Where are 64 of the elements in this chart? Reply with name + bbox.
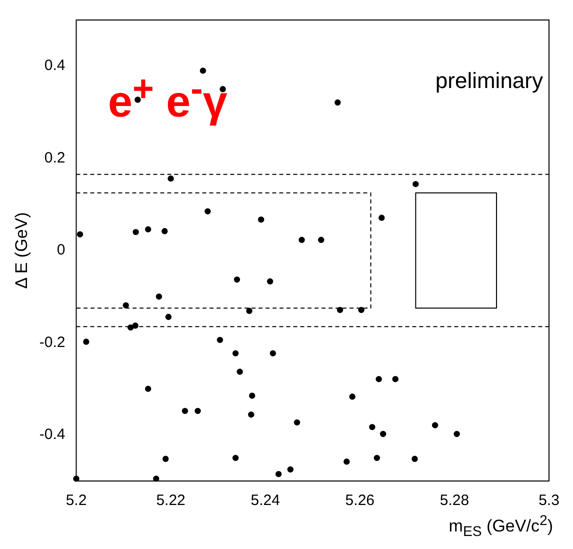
- point: [194, 408, 201, 414]
- point: [145, 226, 152, 232]
- point: [334, 99, 341, 106]
- x-tick-label: 5.26: [345, 492, 374, 510]
- x-axis-title: m$_{ES}$ (GeV/c$^{2}$): [448, 513, 554, 540]
- point: [200, 68, 206, 74]
- point: [156, 294, 162, 300]
- point: [234, 276, 240, 283]
- point: [258, 216, 264, 223]
- point: [236, 368, 243, 375]
- point: [336, 306, 344, 314]
- point: [216, 336, 224, 344]
- point: [378, 214, 385, 221]
- point: [162, 228, 168, 234]
- point: [182, 408, 188, 414]
- annotation: preliminary: [435, 68, 543, 94]
- y-tick-label: 0.2: [44, 149, 66, 166]
- x-tick-label: 5.24: [250, 492, 280, 510]
- point: [392, 376, 398, 382]
- point: [374, 454, 380, 462]
- point: [376, 376, 382, 382]
- y-tick-label: -0.2: [39, 334, 66, 351]
- point: [318, 236, 324, 243]
- point: [232, 454, 239, 462]
- point: [220, 86, 226, 92]
- point: [76, 231, 84, 238]
- point: [270, 350, 276, 356]
- point: [248, 412, 254, 418]
- point: [358, 306, 364, 314]
- point: [204, 208, 211, 214]
- point: [432, 422, 438, 428]
- annotation: e$^{+}$ e$^{-}$γ: [108, 68, 228, 128]
- point: [122, 302, 129, 308]
- point: [73, 476, 80, 482]
- point: [380, 430, 386, 438]
- point: [246, 308, 252, 314]
- point: [232, 350, 239, 356]
- point: [369, 424, 376, 430]
- point: [298, 236, 305, 243]
- point: [162, 456, 169, 462]
- x-tick-label: 5.3: [538, 492, 560, 510]
- x-tick-label: 5.28: [440, 492, 470, 510]
- point: [165, 314, 172, 320]
- y-axis-title: Δ E (GeV): [12, 212, 31, 289]
- point: [145, 386, 152, 392]
- point: [287, 466, 294, 473]
- point: [132, 228, 139, 236]
- point: [83, 338, 90, 345]
- point: [412, 181, 419, 188]
- y-tick-label: 0.4: [44, 57, 66, 74]
- y-tick-label: 0: [56, 242, 66, 259]
- point: [344, 458, 350, 465]
- point: [454, 430, 460, 438]
- y-tick-label: -0.4: [39, 426, 66, 444]
- x-tick-label: 5.2: [66, 492, 87, 510]
- point: [275, 470, 282, 478]
- point: [294, 419, 300, 426]
- point: [266, 278, 274, 284]
- point: [249, 392, 256, 399]
- x-tick-label: 5.22: [156, 492, 186, 510]
- point: [153, 476, 160, 482]
- point: [168, 175, 174, 182]
- point: [349, 394, 356, 400]
- point: [412, 456, 418, 462]
